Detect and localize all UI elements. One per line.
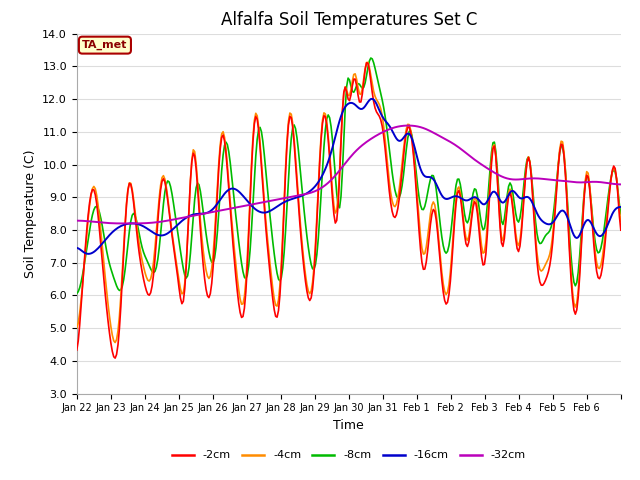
Y-axis label: Soil Temperature (C): Soil Temperature (C) (24, 149, 36, 278)
Title: Alfalfa Soil Temperatures Set C: Alfalfa Soil Temperatures Set C (221, 11, 477, 29)
Legend: -2cm, -4cm, -8cm, -16cm, -32cm: -2cm, -4cm, -8cm, -16cm, -32cm (167, 446, 531, 465)
Text: TA_met: TA_met (82, 40, 127, 50)
X-axis label: Time: Time (333, 419, 364, 432)
